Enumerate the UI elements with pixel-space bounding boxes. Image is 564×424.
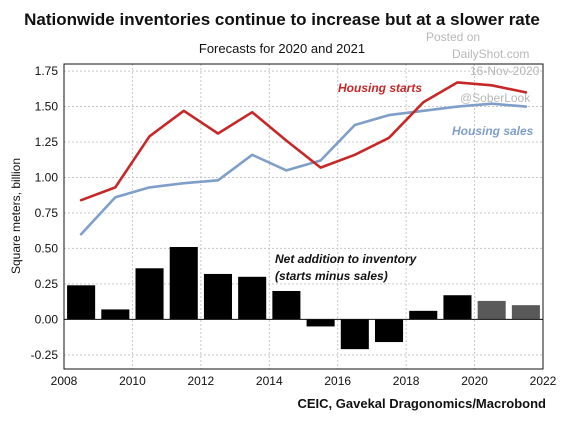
x-tick-label: 2018 bbox=[393, 374, 420, 388]
y-tick-label: 1.75 bbox=[35, 64, 59, 78]
bar bbox=[443, 295, 472, 320]
x-tick-label: 2014 bbox=[256, 374, 283, 388]
x-tick-label: 2010 bbox=[119, 374, 146, 388]
bar bbox=[375, 319, 404, 343]
x-tick-label: 2020 bbox=[461, 374, 488, 388]
bar bbox=[340, 319, 369, 350]
housing-sales-label: Housing sales bbox=[452, 124, 534, 138]
housing-starts-label: Housing starts bbox=[338, 81, 422, 95]
x-tick-label: 2022 bbox=[530, 374, 557, 388]
grid bbox=[64, 64, 543, 369]
chart-subtitle: Forecasts for 2020 and 2021 bbox=[198, 41, 366, 56]
watermark-line2: DailyShot.com bbox=[452, 47, 530, 61]
bar bbox=[67, 285, 96, 320]
bar bbox=[272, 290, 301, 320]
y-tick-label: -0.25 bbox=[31, 348, 59, 362]
bar-forecast bbox=[477, 300, 506, 320]
housing-starts-line bbox=[79, 81, 528, 202]
lines bbox=[79, 81, 528, 236]
y-tick-label: 0.25 bbox=[35, 277, 59, 291]
housing-sales-line bbox=[79, 102, 528, 236]
plot-frame bbox=[63, 63, 544, 370]
bars bbox=[64, 247, 543, 350]
bar bbox=[101, 309, 130, 320]
y-tick-label: 0.75 bbox=[35, 206, 59, 220]
bar bbox=[238, 276, 267, 320]
bar bbox=[169, 247, 198, 320]
bar bbox=[135, 268, 164, 320]
source-note: CEIC, Gavekal Dragonomics/Macrobond bbox=[297, 396, 546, 411]
y-tick-label: 1.00 bbox=[35, 170, 59, 184]
y-axis-label: Square meters, billion bbox=[9, 158, 23, 274]
bars-label-line1: Net addition to inventory bbox=[275, 252, 418, 266]
x-tick-label: 2016 bbox=[324, 374, 351, 388]
watermark-line4: @SoberLook bbox=[460, 91, 531, 105]
x-tick-label: 2012 bbox=[188, 374, 215, 388]
x-tick-label: 2008 bbox=[51, 374, 78, 388]
y-tick-label: 1.50 bbox=[35, 100, 59, 114]
watermark-line1: Posted on bbox=[426, 30, 481, 44]
tick-labels: -0.25 0.00 0.25 0.50 0.75 1.00 1.25 1.50 1.75 200… bbox=[31, 64, 557, 388]
y-tick-label: 1.25 bbox=[35, 135, 59, 149]
chart-title: Nationwide inventories continue to incre… bbox=[24, 10, 540, 29]
y-tick-label: 0.00 bbox=[35, 312, 59, 326]
bar bbox=[203, 273, 232, 320]
bars-label-line2: (starts minus sales) bbox=[275, 269, 388, 283]
y-tick-label: 0.50 bbox=[35, 241, 59, 255]
bar bbox=[409, 310, 438, 320]
bar bbox=[306, 319, 335, 327]
watermark-line3: 16-Nov-2020 bbox=[470, 64, 540, 78]
bar-forecast bbox=[511, 305, 540, 320]
